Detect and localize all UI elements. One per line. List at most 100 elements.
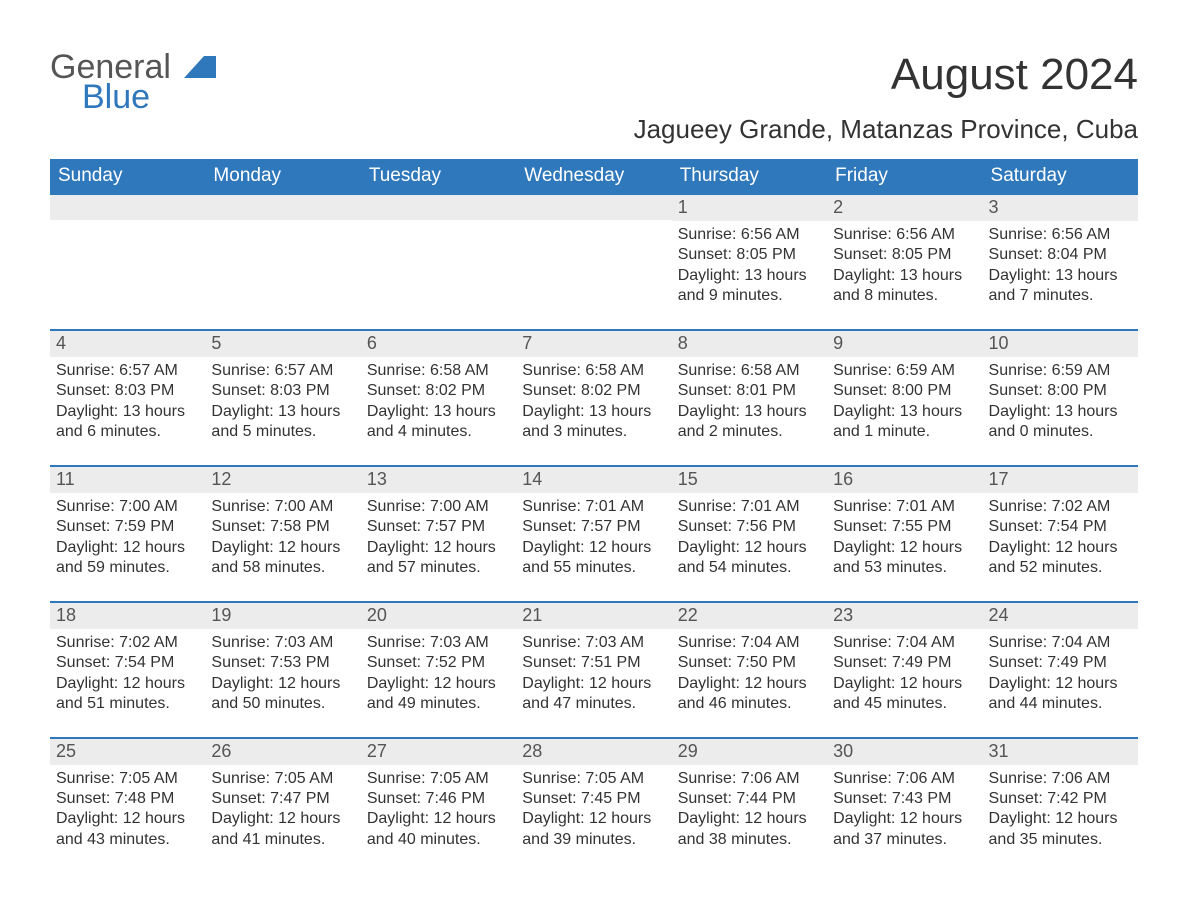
day-header-wednesday: Wednesday	[516, 159, 671, 193]
day-cell: 30Sunrise: 7:06 AMSunset: 7:43 PMDayligh…	[827, 737, 982, 873]
day-info: Sunrise: 7:03 AMSunset: 7:51 PMDaylight:…	[516, 629, 671, 737]
day-number: 10	[983, 329, 1138, 357]
day-cell: 17Sunrise: 7:02 AMSunset: 7:54 PMDayligh…	[983, 465, 1138, 601]
day-info: Sunrise: 7:06 AMSunset: 7:43 PMDaylight:…	[827, 765, 982, 873]
calendar-table: SundayMondayTuesdayWednesdayThursdayFrid…	[50, 159, 1138, 872]
day-cell: 11Sunrise: 7:00 AMSunset: 7:59 PMDayligh…	[50, 465, 205, 601]
day-info: Sunrise: 7:03 AMSunset: 7:52 PMDaylight:…	[361, 629, 516, 737]
day-number: 2	[827, 193, 982, 221]
day-number: 17	[983, 465, 1138, 493]
day-number: 20	[361, 601, 516, 629]
day-header-sunday: Sunday	[50, 159, 205, 193]
day-info: Sunrise: 7:00 AMSunset: 7:57 PMDaylight:…	[361, 493, 516, 601]
empty-cell	[205, 193, 360, 329]
day-number: 18	[50, 601, 205, 629]
day-cell: 9Sunrise: 6:59 AMSunset: 8:00 PMDaylight…	[827, 329, 982, 465]
day-info: Sunrise: 7:04 AMSunset: 7:49 PMDaylight:…	[983, 629, 1138, 737]
empty-day-bar	[205, 193, 360, 220]
title-block: August 2024 Jagueey Grande, Matanzas Pro…	[634, 50, 1138, 145]
day-cell: 1Sunrise: 6:56 AMSunset: 8:05 PMDaylight…	[672, 193, 827, 329]
day-info: Sunrise: 7:02 AMSunset: 7:54 PMDaylight:…	[50, 629, 205, 737]
calendar-row: 1Sunrise: 6:56 AMSunset: 8:05 PMDaylight…	[50, 193, 1138, 329]
day-number: 23	[827, 601, 982, 629]
day-info: Sunrise: 6:58 AMSunset: 8:02 PMDaylight:…	[516, 357, 671, 465]
day-number: 19	[205, 601, 360, 629]
day-info: Sunrise: 6:56 AMSunset: 8:05 PMDaylight:…	[672, 221, 827, 329]
day-cell: 28Sunrise: 7:05 AMSunset: 7:45 PMDayligh…	[516, 737, 671, 873]
day-info: Sunrise: 7:03 AMSunset: 7:53 PMDaylight:…	[205, 629, 360, 737]
day-number: 3	[983, 193, 1138, 221]
day-cell: 16Sunrise: 7:01 AMSunset: 7:55 PMDayligh…	[827, 465, 982, 601]
calendar-header-row: SundayMondayTuesdayWednesdayThursdayFrid…	[50, 159, 1138, 193]
empty-day-bar	[516, 193, 671, 220]
day-number: 14	[516, 465, 671, 493]
location-text: Jagueey Grande, Matanzas Province, Cuba	[634, 114, 1138, 145]
day-info: Sunrise: 7:05 AMSunset: 7:46 PMDaylight:…	[361, 765, 516, 873]
day-number: 6	[361, 329, 516, 357]
day-cell: 19Sunrise: 7:03 AMSunset: 7:53 PMDayligh…	[205, 601, 360, 737]
day-info: Sunrise: 7:05 AMSunset: 7:47 PMDaylight:…	[205, 765, 360, 873]
day-info: Sunrise: 7:00 AMSunset: 7:58 PMDaylight:…	[205, 493, 360, 601]
day-number: 25	[50, 737, 205, 765]
day-info: Sunrise: 6:57 AMSunset: 8:03 PMDaylight:…	[205, 357, 360, 465]
day-info: Sunrise: 7:01 AMSunset: 7:57 PMDaylight:…	[516, 493, 671, 601]
month-title: August 2024	[634, 50, 1138, 100]
day-info: Sunrise: 6:57 AMSunset: 8:03 PMDaylight:…	[50, 357, 205, 465]
day-number: 9	[827, 329, 982, 357]
day-header-tuesday: Tuesday	[361, 159, 516, 193]
empty-day-info	[361, 220, 516, 324]
day-cell: 3Sunrise: 6:56 AMSunset: 8:04 PMDaylight…	[983, 193, 1138, 329]
day-cell: 10Sunrise: 6:59 AMSunset: 8:00 PMDayligh…	[983, 329, 1138, 465]
day-cell: 21Sunrise: 7:03 AMSunset: 7:51 PMDayligh…	[516, 601, 671, 737]
day-number: 7	[516, 329, 671, 357]
day-number: 22	[672, 601, 827, 629]
day-cell: 24Sunrise: 7:04 AMSunset: 7:49 PMDayligh…	[983, 601, 1138, 737]
day-cell: 2Sunrise: 6:56 AMSunset: 8:05 PMDaylight…	[827, 193, 982, 329]
empty-cell	[50, 193, 205, 329]
empty-cell	[516, 193, 671, 329]
day-cell: 27Sunrise: 7:05 AMSunset: 7:46 PMDayligh…	[361, 737, 516, 873]
day-info: Sunrise: 6:59 AMSunset: 8:00 PMDaylight:…	[983, 357, 1138, 465]
empty-day-info	[205, 220, 360, 324]
empty-cell	[361, 193, 516, 329]
day-cell: 5Sunrise: 6:57 AMSunset: 8:03 PMDaylight…	[205, 329, 360, 465]
day-cell: 29Sunrise: 7:06 AMSunset: 7:44 PMDayligh…	[672, 737, 827, 873]
empty-day-bar	[50, 193, 205, 220]
empty-day-info	[50, 220, 205, 324]
brand-logo: General Blue	[50, 50, 216, 114]
day-cell: 23Sunrise: 7:04 AMSunset: 7:49 PMDayligh…	[827, 601, 982, 737]
header-row: General Blue August 2024 Jagueey Grande,…	[50, 50, 1138, 145]
day-cell: 22Sunrise: 7:04 AMSunset: 7:50 PMDayligh…	[672, 601, 827, 737]
day-cell: 4Sunrise: 6:57 AMSunset: 8:03 PMDaylight…	[50, 329, 205, 465]
day-number: 30	[827, 737, 982, 765]
day-info: Sunrise: 7:00 AMSunset: 7:59 PMDaylight:…	[50, 493, 205, 601]
day-cell: 12Sunrise: 7:00 AMSunset: 7:58 PMDayligh…	[205, 465, 360, 601]
day-info: Sunrise: 6:59 AMSunset: 8:00 PMDaylight:…	[827, 357, 982, 465]
day-number: 11	[50, 465, 205, 493]
calendar-row: 11Sunrise: 7:00 AMSunset: 7:59 PMDayligh…	[50, 465, 1138, 601]
day-info: Sunrise: 7:05 AMSunset: 7:45 PMDaylight:…	[516, 765, 671, 873]
day-cell: 7Sunrise: 6:58 AMSunset: 8:02 PMDaylight…	[516, 329, 671, 465]
day-number: 28	[516, 737, 671, 765]
day-number: 31	[983, 737, 1138, 765]
day-info: Sunrise: 6:58 AMSunset: 8:01 PMDaylight:…	[672, 357, 827, 465]
calendar-row: 18Sunrise: 7:02 AMSunset: 7:54 PMDayligh…	[50, 601, 1138, 737]
day-number: 12	[205, 465, 360, 493]
day-info: Sunrise: 7:06 AMSunset: 7:42 PMDaylight:…	[983, 765, 1138, 873]
day-cell: 20Sunrise: 7:03 AMSunset: 7:52 PMDayligh…	[361, 601, 516, 737]
brand-triangle-icon	[184, 48, 216, 86]
day-info: Sunrise: 6:56 AMSunset: 8:05 PMDaylight:…	[827, 221, 982, 329]
day-cell: 31Sunrise: 7:06 AMSunset: 7:42 PMDayligh…	[983, 737, 1138, 873]
day-info: Sunrise: 7:06 AMSunset: 7:44 PMDaylight:…	[672, 765, 827, 873]
day-number: 1	[672, 193, 827, 221]
day-info: Sunrise: 7:01 AMSunset: 7:56 PMDaylight:…	[672, 493, 827, 601]
day-number: 8	[672, 329, 827, 357]
day-number: 4	[50, 329, 205, 357]
day-cell: 6Sunrise: 6:58 AMSunset: 8:02 PMDaylight…	[361, 329, 516, 465]
day-info: Sunrise: 6:56 AMSunset: 8:04 PMDaylight:…	[983, 221, 1138, 329]
day-number: 15	[672, 465, 827, 493]
day-cell: 26Sunrise: 7:05 AMSunset: 7:47 PMDayligh…	[205, 737, 360, 873]
day-info: Sunrise: 7:02 AMSunset: 7:54 PMDaylight:…	[983, 493, 1138, 601]
day-info: Sunrise: 7:04 AMSunset: 7:50 PMDaylight:…	[672, 629, 827, 737]
day-info: Sunrise: 6:58 AMSunset: 8:02 PMDaylight:…	[361, 357, 516, 465]
